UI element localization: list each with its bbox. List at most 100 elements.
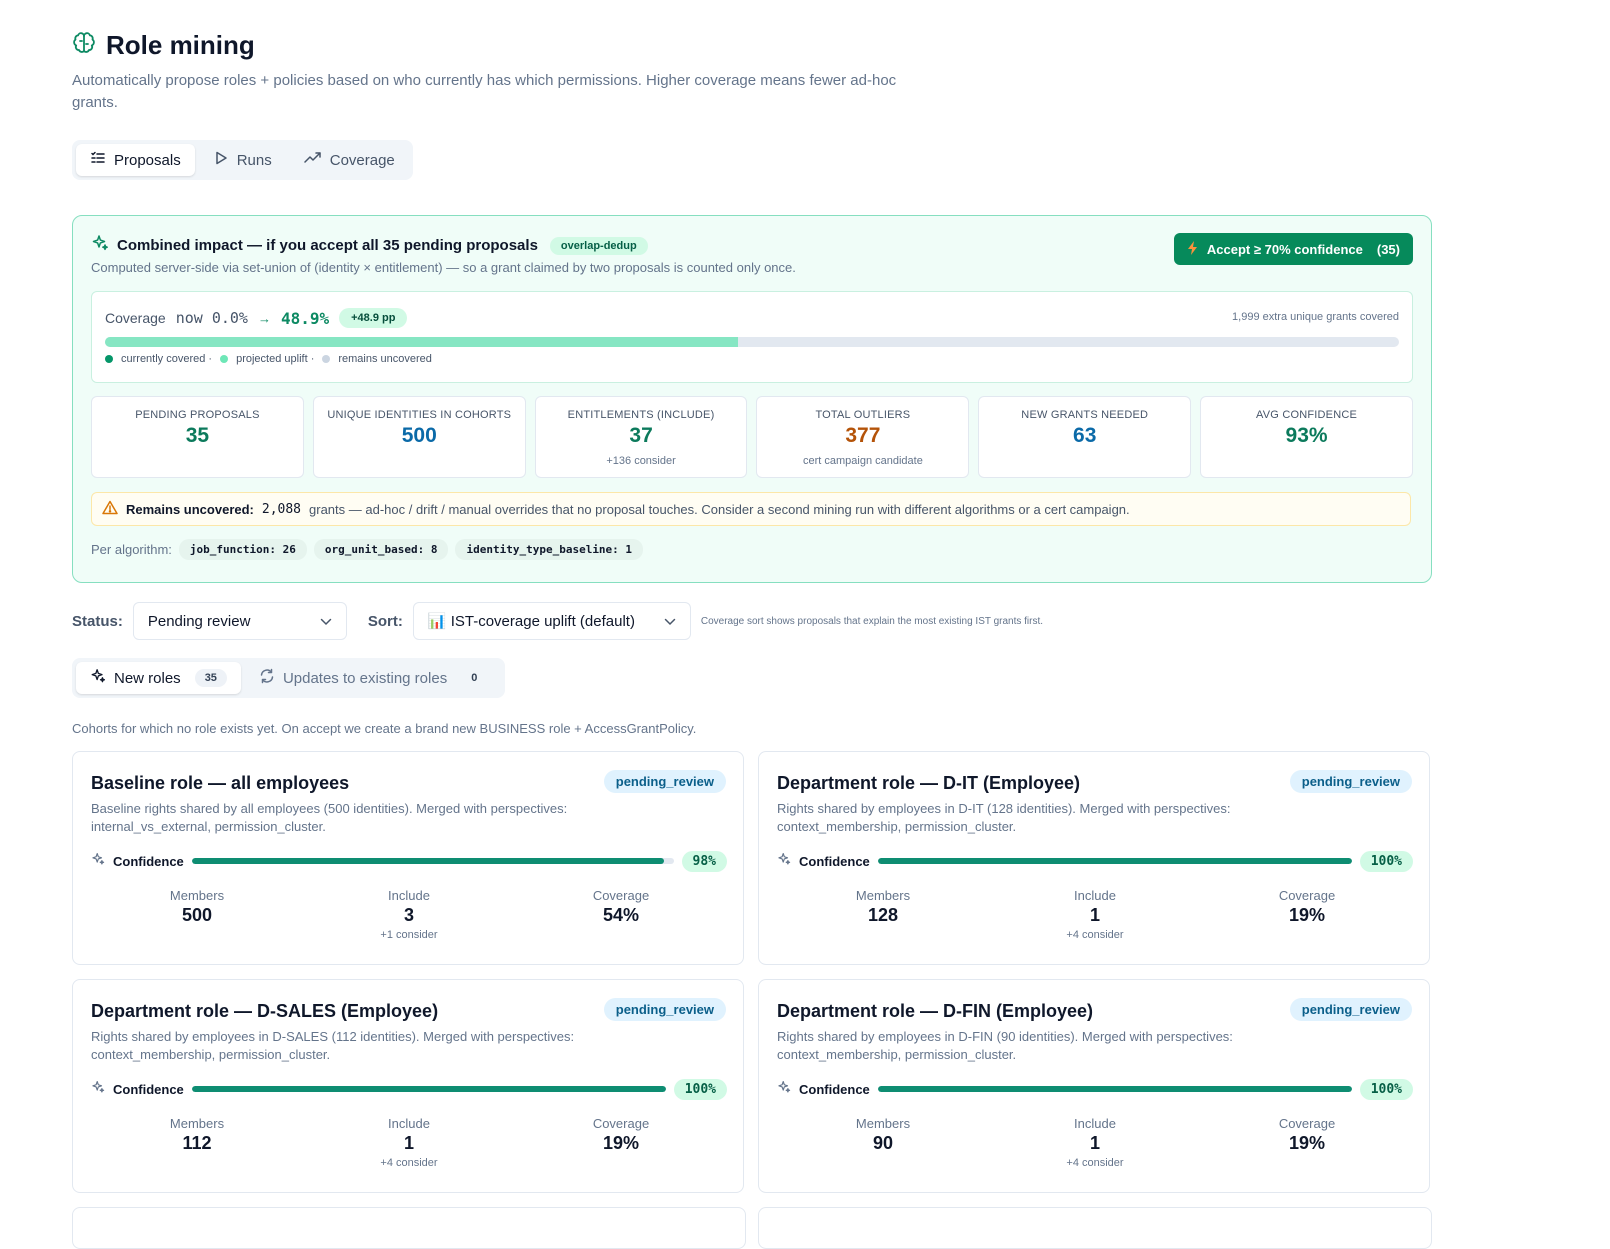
card-title: Baseline role — all employees — [91, 773, 350, 793]
card-metrics: Members 128 Include 1 +4 consider Covera… — [777, 888, 1413, 941]
confidence-label: Confidence — [799, 853, 870, 869]
confidence-bar-fill — [877, 1086, 1352, 1092]
tab-updates-existing[interactable]: Updates to existing roles 0 — [245, 662, 501, 694]
tab-label: New roles — [114, 669, 181, 687]
confidence-bar — [877, 1086, 1352, 1092]
proposal-card[interactable]: Department role — D-IT (Employee) pendin… — [758, 751, 1430, 965]
metric-value: 19% — [1288, 1133, 1326, 1153]
metric-include: Include 1 +4 consider — [989, 888, 1201, 941]
confidence-label: Confidence — [799, 1081, 870, 1097]
card-title: Department role — D-IT (Employee) — [777, 773, 1081, 793]
legend-uncovered: remains uncovered — [338, 353, 432, 365]
stat-label: Unique identities in cohorts — [327, 409, 512, 421]
stat-value: 93% — [1285, 424, 1328, 447]
play-icon — [213, 150, 229, 170]
per-algorithm: Per algorithm: job_function: 26 org_unit… — [91, 539, 644, 560]
metric-label: Include — [1074, 888, 1116, 903]
card-description: Rights shared by employees in D-IT (128 … — [777, 801, 1231, 834]
uncovered-label: Remains uncovered: — [126, 501, 254, 517]
metric-value: 1 — [1089, 1133, 1100, 1153]
metric-label: Coverage — [1278, 888, 1336, 903]
stat-unique-identities: Unique identities in cohorts 500 — [312, 396, 526, 478]
coverage-arrow: → — [257, 310, 271, 326]
proposal-card-partial[interactable] — [758, 1207, 1432, 1249]
confidence-bar-fill — [191, 858, 664, 864]
page-subtitle: Automatically propose roles + policies b… — [72, 72, 897, 111]
sort-select[interactable]: 📊 IST-coverage uplift (default) — [412, 602, 691, 640]
stat-sub: +136 consider — [606, 455, 676, 467]
metric-sub: +4 consider — [1066, 929, 1124, 941]
chart-icon: 📊 — [427, 613, 447, 630]
confidence-bar-fill — [191, 1086, 666, 1092]
coverage-delta-badge: +48.9 pp — [339, 308, 408, 328]
metric-value: 1 — [403, 1133, 414, 1153]
metric-value: 19% — [1288, 905, 1326, 925]
stat-entitlements: Entitlements (include) 37 +136 consider — [534, 396, 748, 478]
tab-coverage[interactable]: Coverage — [290, 144, 409, 176]
cohort-note: Cohorts for which no role exists yet. On… — [72, 721, 697, 736]
proposal-card-partial[interactable] — [72, 1207, 746, 1249]
accept-high-confidence-button[interactable]: Accept ≥ 70% confidence (35) — [1173, 233, 1413, 265]
tab-proposals[interactable]: Proposals — [76, 144, 195, 176]
proposal-card[interactable]: Department role — D-FIN (Employee) pendi… — [758, 979, 1430, 1193]
tab-runs[interactable]: Runs — [199, 144, 286, 176]
metric-label: Coverage — [592, 888, 650, 903]
sort-select-value: IST-coverage uplift (default) — [450, 613, 635, 630]
metric-include: Include 1 +4 consider — [989, 1116, 1201, 1169]
tab-label: Coverage — [329, 151, 395, 169]
proposal-card[interactable]: Baseline role — all employees pending_re… — [72, 751, 744, 965]
page-title: Role mining — [106, 30, 255, 60]
metric-value: 112 — [182, 1133, 212, 1153]
metric-label: Members — [855, 1116, 911, 1131]
metric-coverage: Coverage 54% — [515, 888, 727, 941]
coverage-line: Coverage now 0.0% → 48.9% +48.9 pp — [105, 308, 408, 328]
tab-label: Runs — [236, 151, 272, 169]
stat-label: New grants needed — [1021, 409, 1149, 421]
sparkle-icon — [777, 1080, 791, 1099]
proposal-card[interactable]: Department role — D-SALES (Employee) pen… — [72, 979, 744, 1193]
per-algorithm-label: Per algorithm: — [91, 542, 172, 557]
coverage-projected: 48.9% — [280, 308, 330, 328]
metric-label: Include — [1074, 1116, 1116, 1131]
confidence-bar-fill — [877, 858, 1352, 864]
sparkle-icon — [91, 234, 109, 257]
sort-label: Sort: — [367, 612, 403, 630]
confidence-value: 100% — [1359, 1078, 1413, 1100]
metric-coverage: Coverage 19% — [1201, 1116, 1413, 1169]
combined-impact-panel: Combined impact — if you accept all 35 p… — [72, 215, 1432, 583]
metric-members: Members 112 — [91, 1116, 303, 1169]
metric-value: 54% — [602, 905, 640, 925]
legend-covered: currently covered · — [121, 353, 213, 365]
metric-members: Members 90 — [777, 1116, 989, 1169]
stat-total-outliers: Total outliers 377 cert campaign candida… — [756, 396, 970, 478]
tab-new-roles[interactable]: New roles 35 — [76, 662, 241, 694]
metric-members: Members 500 — [91, 888, 303, 941]
sparkle-icon — [777, 852, 791, 871]
confidence-label: Confidence — [113, 1081, 184, 1097]
stat-value: 63 — [1073, 424, 1097, 447]
card-metrics: Members 112 Include 1 +4 consider Covera… — [91, 1116, 727, 1169]
filter-bar: Status: Pending review Sort: 📊 IST-cover… — [72, 602, 1043, 640]
count-badge: 0 — [471, 672, 478, 684]
stat-new-grants: New grants needed 63 — [978, 396, 1192, 478]
metric-label: Members — [855, 888, 911, 903]
sort-note: Coverage sort shows proposals that expla… — [700, 615, 1044, 627]
coverage-summary: Coverage now 0.0% → 48.9% +48.9 pp 1,999… — [91, 291, 1413, 383]
extra-grants-note: 1,999 extra unique grants covered — [1232, 311, 1399, 323]
stat-label: Pending proposals — [135, 409, 260, 421]
status-select[interactable]: Pending review — [132, 602, 347, 640]
brain-icon — [72, 31, 96, 60]
list-check-icon — [90, 150, 106, 170]
stat-value: 377 — [845, 424, 881, 447]
uncovered-count: 2,088 — [261, 501, 302, 517]
metric-value: 3 — [403, 905, 414, 925]
card-description: Rights shared by employees in D-FIN (90 … — [777, 1029, 1233, 1062]
metric-include: Include 3 +1 consider — [303, 888, 515, 941]
card-title: Department role — D-SALES (Employee) — [91, 1001, 439, 1021]
metric-label: Coverage — [592, 1116, 650, 1131]
status-badge: pending_review — [1289, 998, 1412, 1021]
sparkle-icon — [91, 1080, 105, 1099]
confidence-row: Confidence 100% — [777, 850, 1413, 872]
card-metrics: Members 500 Include 3 +1 consider Covera… — [91, 888, 727, 941]
page-header: Role mining — [72, 30, 255, 61]
